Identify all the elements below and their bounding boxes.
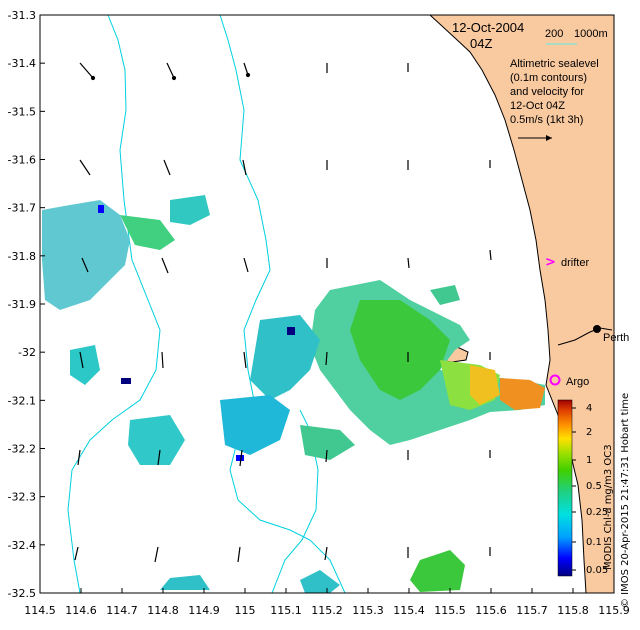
colorbar-tick-label: 4 — [586, 403, 592, 414]
city-label: Perth — [603, 332, 629, 344]
y-tick-label: -31.5 — [8, 105, 36, 118]
colorbar-ticks: 4 2 1 0.5 0.25 0.1 0.05 — [572, 403, 608, 576]
y-tick-label: -32.2 — [8, 443, 36, 456]
y-tick-label: -31.3 — [8, 9, 36, 22]
y-tick-label: -31.8 — [8, 250, 36, 263]
x-tick-label: 115.5 — [434, 604, 466, 617]
x-tick-marks: 114.5 114.6 114.7 114.8 114.9 115 115.1 115.2 11… — [24, 588, 630, 617]
depth-1000-label: 1000m — [574, 28, 608, 40]
drifter-icon: > — [545, 255, 556, 270]
colorbar — [557, 399, 573, 577]
colorbar-tick-label: 0.5 — [586, 481, 602, 492]
x-tick-label: 115 — [235, 604, 256, 617]
y-tick-label: -32.5 — [8, 587, 36, 600]
colorbar-label: MODIS Chl-a mg/m3 OC3 — [603, 444, 614, 570]
date-title: 12-Oct-2004 — [452, 20, 524, 35]
colorbar-tick-label: 0.1 — [586, 537, 602, 548]
land-area — [428, 14, 615, 594]
legend-line-5: 0.5m/s (1kt 3h) — [510, 114, 583, 126]
y-tick-label: -31.6 — [8, 154, 36, 167]
x-tick-label: 114.8 — [147, 604, 179, 617]
x-tick-label: 115.2 — [311, 604, 343, 617]
time-title: 04Z — [470, 36, 492, 51]
legend-line-1: Altimetric sealevel — [510, 58, 599, 70]
swan-river — [557, 327, 613, 346]
x-tick-label: 114.7 — [106, 604, 138, 617]
depth-200-label: 200 — [545, 28, 563, 40]
y-tick-label: -31.9 — [8, 298, 36, 311]
legend-line-2: (0.1m contours) — [510, 72, 587, 84]
perth-marker — [593, 325, 601, 333]
velocity-arrows — [74, 62, 492, 563]
x-tick-label: 114.5 — [24, 604, 56, 617]
argo-label: Argo — [566, 376, 589, 388]
colorbar-tick-label: 2 — [586, 427, 592, 438]
x-tick-label: 114.9 — [188, 604, 220, 617]
y-tick-marks: -31.3 -31.4 -31.5 -31.6 -31.7 -31.8 -31.9 -32 -3… — [8, 9, 45, 600]
legend-line-4: 12-Oct 04Z — [510, 100, 565, 112]
x-tick-label: 115.6 — [475, 604, 507, 617]
y-tick-label: -32.4 — [8, 539, 36, 552]
x-tick-label: 115.7 — [516, 604, 548, 617]
credit-text: © IMOS 20-Apr-2015 21:47:31 Hobart time — [620, 393, 631, 608]
chlorophyll-patches — [42, 195, 545, 593]
x-tick-label: 115.4 — [393, 604, 425, 617]
y-tick-label: -32.1 — [8, 394, 36, 407]
y-tick-label: -31.4 — [8, 57, 36, 70]
scale-arrow-icon — [518, 135, 552, 141]
x-tick-label: 115.8 — [557, 604, 589, 617]
x-tick-label: 115.1 — [270, 604, 302, 617]
x-tick-label: 115.9 — [598, 604, 630, 617]
argo-icon — [549, 374, 561, 386]
colorbar-tick-label: 0.05 — [586, 565, 608, 576]
drifter-label: drifter — [561, 257, 589, 269]
x-tick-label: 114.6 — [65, 604, 97, 617]
y-tick-label: -31.7 — [8, 202, 36, 215]
y-tick-label: -32 — [18, 346, 36, 359]
colorbar-tick-label: 1 — [586, 455, 592, 466]
legend-line-3: and velocity for — [510, 86, 584, 98]
colorbar-tick-label: 0.25 — [586, 507, 608, 518]
x-tick-label: 115.3 — [352, 604, 384, 617]
y-tick-label: -32.3 — [8, 491, 36, 504]
